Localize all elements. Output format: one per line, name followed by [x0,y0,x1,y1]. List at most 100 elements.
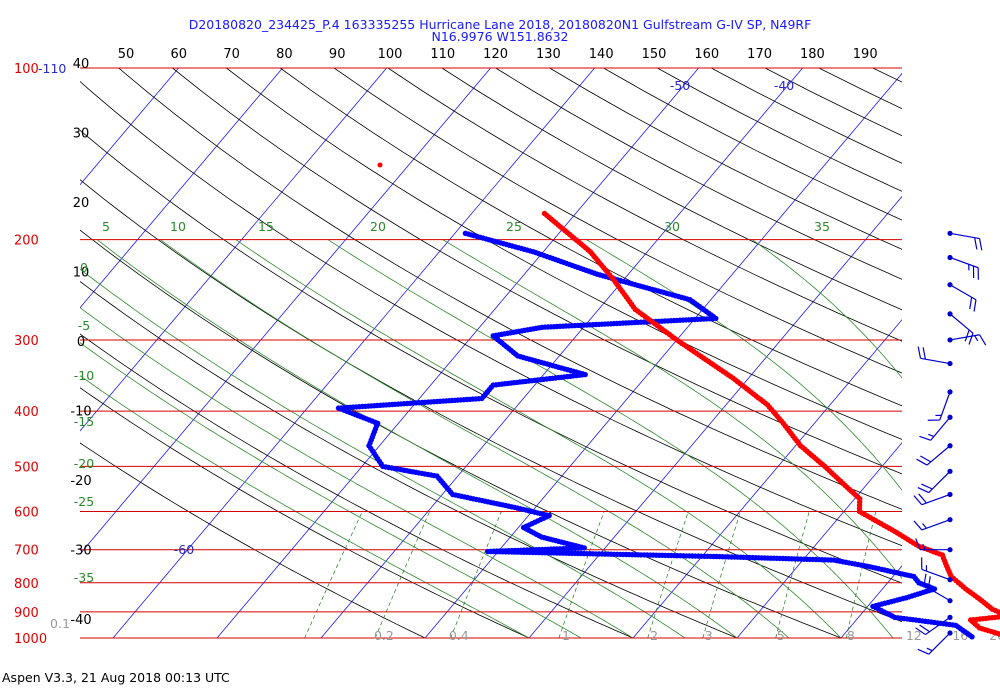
isotherm-line [320,68,803,639]
wind-barb [917,630,953,655]
dry-adiabat-line [80,333,634,639]
pressure-tick-label: 700 [14,544,39,559]
left-axis-tick-label: 20 [73,196,90,211]
left-axis-tick-label: -30 [70,544,91,559]
left-axis-tick-label: -20 [70,474,91,489]
wind-barb [913,517,953,531]
dry-adiabat-line [279,68,902,407]
pressure-tick-label: 1000 [14,632,47,647]
wind-barb-flag [922,543,926,550]
pressure-tick-label: 800 [14,577,39,592]
moist-adiabat-lines [80,239,902,639]
dry-adiabat-line [80,280,738,639]
wind-barb-flag [928,433,935,438]
temperature-trace [377,162,1000,637]
moist-adiabat-label: -10 [74,368,94,383]
top-axis-tick-label: 120 [483,47,508,62]
mixing-ratio-label: 1 [562,628,570,643]
wind-barb-flag [973,299,977,312]
isotherm-line [424,72,902,639]
wind-barb-flag [969,297,973,310]
left-axis-tick-label: -40 [70,613,91,628]
isotherm-line [736,442,902,639]
temperature-point [541,210,548,217]
mixing-ratio-label: 8 [847,628,855,643]
wind-barb [921,557,953,583]
left-axis-tick-label: 0 [77,335,85,350]
moist-adiabat-label: 0 [80,260,88,275]
wind-barb-flag [918,493,927,504]
wind-barb-flag [978,238,983,251]
left-axis-tick-label: 10 [73,266,90,281]
mixing-ratio-line [647,511,689,639]
dry-adiabat-lines [80,68,902,639]
mixing-ratio-label: 20 [989,628,1000,643]
isotherm-tick-label: -60 [174,542,194,557]
dry-adiabat-line [818,68,902,110]
top-axis-tick-label: 150 [642,47,667,62]
top-axis-tick-label: 170 [747,47,772,62]
wind-barb-flag [917,346,922,359]
moist-adiabat-line [235,239,842,639]
moist-adiabat-line [80,307,634,639]
pressure-tick-label: 600 [14,506,39,521]
mixing-ratio-label: 0.2 [374,628,394,643]
top-axis-tick-label: 100 [378,47,403,62]
moist-adiabat-label: 15 [258,219,274,234]
wind-barb [947,230,983,251]
wind-barb-flag [922,523,927,529]
isotherm-line [112,68,595,639]
wind-barb-flag [979,334,987,346]
dry-adiabat-line [226,68,902,440]
pressure-tick-label: 500 [14,460,39,475]
dry-adiabat-line [80,129,902,584]
wind-barb-flag [968,332,974,345]
wind-barb-flag [921,483,933,490]
dry-adiabat-line [441,68,902,311]
isotherm-line [80,68,491,555]
top-axis-tick-label: 180 [800,47,825,62]
top-axis-tick-label: 70 [223,47,240,62]
temperature-point [377,162,383,168]
moist-adiabat-label: 35 [814,219,830,234]
wind-barb [917,468,953,494]
pressure-tick-label: 900 [14,606,39,621]
moist-adiabat-label: -35 [74,570,94,585]
moist-adiabat-label: 30 [664,219,680,234]
isotherm-tick-label: -50 [670,78,690,93]
moist-adiabat-label: -25 [74,494,94,509]
wind-barb [915,614,953,636]
pressure-tick-label: 400 [14,405,39,420]
isotherm-line [80,68,283,309]
isotherm-line [840,565,902,639]
isotherm-lines [80,68,1000,639]
mixing-ratio-label: 0.1 [50,616,70,631]
chart-location: N16.9976 W151.8632 [431,29,568,44]
wind-barb-flag [974,237,978,250]
wind-barb [917,346,953,367]
pressure-tick-label: 200 [14,234,39,249]
isotherm-line [216,68,699,639]
wind-barb-flag [913,520,923,531]
wind-barb-staff [926,445,951,466]
wind-barbs [913,230,987,655]
wind-barb-flag [920,455,932,463]
isotherm-line [945,68,1000,638]
moist-adiabat-label: -5 [78,318,90,333]
wind-barb [947,254,979,280]
wind-barb-flag [974,335,979,342]
chart-title: D20180820_234425_P.4 163335255 Hurricane… [189,17,812,32]
moist-adiabat-label: 25 [506,219,522,234]
dry-adiabat-line [80,80,902,547]
left-axis-tick-label: 30 [73,127,90,142]
wind-barb [919,414,953,441]
wind-barb-flag [916,458,928,466]
wind-barb-flag [919,624,930,633]
wind-barb [927,389,953,421]
wind-barb-flag [917,487,930,494]
wind-barb [947,282,977,312]
mixing-ratio-line [558,511,605,639]
top-axis-tick-label: 60 [171,47,188,62]
mixing-ratio-label: 2 [650,628,658,643]
